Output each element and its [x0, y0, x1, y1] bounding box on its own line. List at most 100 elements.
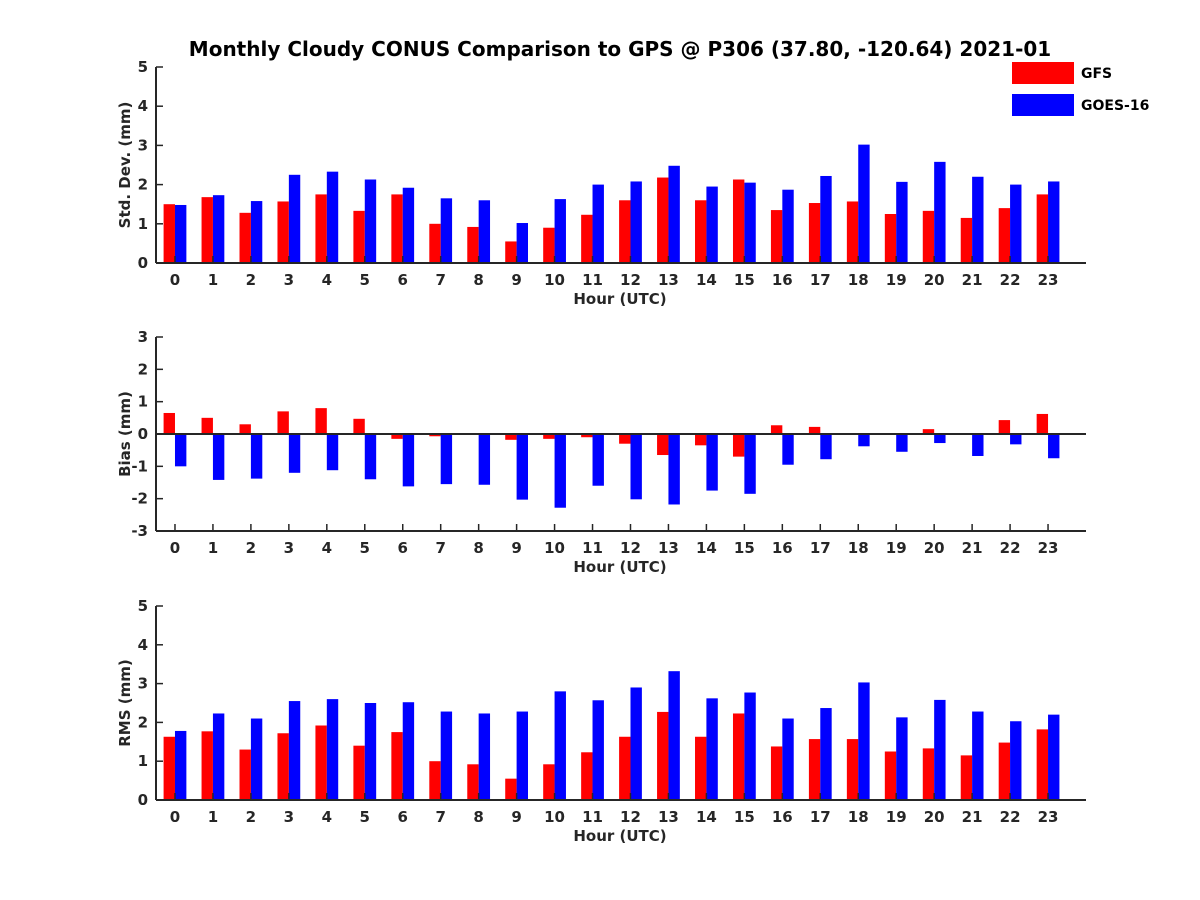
- bar-gfs-hour-8: [467, 226, 479, 263]
- x-tick-label: 10: [544, 539, 565, 557]
- bar-goes-16-hour-8: [478, 200, 491, 263]
- bar-gfs-hour-9: [505, 434, 517, 440]
- x-tick-label: 16: [772, 539, 793, 557]
- bar-goes-16-hour-23: [1048, 181, 1060, 263]
- bar-goes-16-hour-2: [250, 718, 263, 800]
- bar-goes-16-hour-0: [174, 730, 187, 800]
- bar-goes-16-hour-21: [972, 434, 984, 456]
- bar-gfs-hour-21: [960, 755, 973, 800]
- x-tick-label: 10: [544, 808, 565, 826]
- x-tick-label: 9: [511, 271, 521, 289]
- bar-gfs-hour-14: [695, 736, 707, 800]
- y-tick-label: 3: [138, 675, 148, 693]
- y-tick-label: 5: [138, 597, 148, 615]
- bar-goes-16-hour-13: [668, 165, 680, 263]
- bar-gfs-hour-12: [619, 434, 631, 444]
- x-tick-label: 3: [284, 808, 294, 826]
- x-tick-label: 18: [848, 539, 869, 557]
- bar-goes-16-hour-23: [1048, 434, 1060, 459]
- bar-goes-16-hour-13: [668, 671, 680, 800]
- y-tick-label: 2: [138, 176, 148, 194]
- x-tick-label: 16: [772, 808, 793, 826]
- legend-swatch-goes-16: [1012, 94, 1074, 116]
- x-tick-label: 7: [435, 808, 445, 826]
- bar-gfs-hour-1: [201, 417, 213, 434]
- bar-gfs-hour-3: [277, 733, 289, 800]
- bar-gfs-hour-19: [884, 214, 897, 263]
- bar-gfs-hour-5: [353, 210, 365, 263]
- bar-gfs-hour-9: [505, 241, 517, 263]
- bar-gfs-hour-16: [770, 425, 783, 434]
- bar-goes-16-hour-14: [706, 698, 718, 800]
- x-tick-label: 14: [696, 271, 717, 289]
- bar-gfs-hour-17: [808, 203, 821, 263]
- bar-gfs-hour-2: [239, 424, 251, 434]
- bar-gfs-hour-1: [201, 731, 213, 800]
- y-tick-label: -1: [131, 457, 148, 475]
- legend: GFS GOES-16: [1012, 62, 1149, 116]
- x-tick-label: 14: [696, 539, 717, 557]
- bar-gfs-hour-20: [922, 429, 935, 434]
- bar-gfs-hour-20: [922, 748, 935, 800]
- x-tick-label: 9: [511, 539, 521, 557]
- y-axis-label: RMS (mm): [116, 659, 134, 746]
- bar-gfs-hour-6: [391, 194, 403, 263]
- bar-goes-16-hour-4: [326, 434, 339, 471]
- x-tick-label: 21: [962, 539, 983, 557]
- bar-gfs-hour-13: [657, 177, 669, 263]
- bar-goes-16-hour-7: [440, 711, 453, 800]
- bar-goes-16-hour-17: [820, 434, 832, 460]
- x-tick-label: 2: [246, 808, 256, 826]
- bar-goes-16-hour-22: [1010, 434, 1022, 445]
- bar-goes-16-hour-16: [782, 189, 794, 263]
- bar-gfs-hour-0: [163, 736, 175, 800]
- bar-goes-16-hour-22: [1010, 721, 1022, 800]
- x-tick-label: 13: [658, 271, 679, 289]
- y-tick-label: 1: [138, 215, 148, 233]
- bar-gfs-hour-22: [998, 420, 1011, 434]
- bar-goes-16-hour-13: [668, 434, 680, 505]
- bar-gfs-hour-1: [201, 197, 213, 263]
- x-tick-label: 3: [284, 271, 294, 289]
- bar-gfs-hour-7: [429, 434, 441, 437]
- x-tick-label: 21: [962, 808, 983, 826]
- bar-gfs-hour-15: [732, 179, 745, 263]
- bar-goes-16-hour-2: [250, 434, 263, 479]
- bar-gfs-hour-15: [732, 713, 745, 800]
- bar-gfs-hour-14: [695, 434, 707, 446]
- bar-goes-16-hour-1: [212, 713, 225, 800]
- x-tick-label: 19: [886, 808, 907, 826]
- bar-goes-16-hour-11: [592, 434, 604, 486]
- x-tick-label: 10: [544, 271, 565, 289]
- x-tick-label: 3: [284, 539, 294, 557]
- x-tick-label: 15: [734, 539, 755, 557]
- bar-goes-16-hour-12: [630, 687, 642, 800]
- x-tick-label: 19: [886, 271, 907, 289]
- x-tick-label: 8: [473, 271, 483, 289]
- x-tick-label: 20: [924, 539, 945, 557]
- y-tick-label: 1: [138, 752, 148, 770]
- bar-goes-16-hour-20: [934, 434, 946, 444]
- x-tick-label: 22: [1000, 539, 1021, 557]
- bar-goes-16-hour-17: [820, 175, 832, 263]
- bar-goes-16-hour-3: [288, 701, 301, 800]
- bar-goes-16-hour-7: [440, 198, 453, 263]
- bar-gfs-hour-19: [884, 751, 897, 800]
- bar-goes-16-hour-5: [364, 179, 377, 263]
- bar-gfs-hour-21: [960, 217, 973, 263]
- bar-goes-16-hour-8: [478, 434, 491, 485]
- x-tick-label: 14: [696, 808, 717, 826]
- bar-gfs-hour-6: [391, 732, 403, 800]
- bar-goes-16-hour-10: [554, 434, 566, 508]
- y-axis-label: Bias (mm): [116, 391, 134, 477]
- bar-goes-16-hour-4: [326, 699, 339, 800]
- x-tick-label: 5: [360, 808, 370, 826]
- bar-gfs-hour-13: [657, 711, 669, 800]
- x-tick-label: 20: [924, 271, 945, 289]
- x-axis-label: Hour (UTC): [573, 827, 666, 845]
- bar-gfs-hour-17: [808, 739, 821, 800]
- bar-goes-16-hour-6: [402, 187, 415, 263]
- legend-swatch-gfs: [1012, 62, 1074, 84]
- y-tick-label: -2: [131, 490, 148, 508]
